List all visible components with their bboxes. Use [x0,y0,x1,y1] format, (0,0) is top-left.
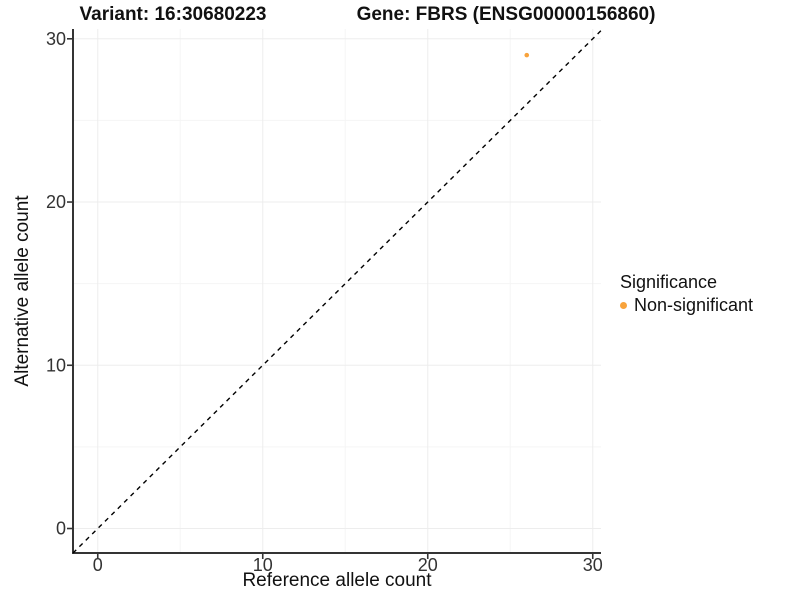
x-tick-label: 0 [93,555,103,575]
y-tick-label: 30 [46,29,66,49]
y-axis-title: Alternative allele count [12,195,33,387]
legend-item: Non-significant [620,295,753,315]
x-axis-title: Reference allele count [242,570,432,591]
data-point [524,52,530,58]
x-tick-label: 30 [583,555,603,575]
legend: Significance Non-significant [620,272,753,315]
y-tick-label: 10 [46,355,66,375]
y-tick-label: 20 [46,192,66,212]
identity-line [72,30,602,554]
gene-title: Gene: FBRS (ENSG00000156860) [356,4,656,25]
legend-title: Significance [620,272,718,292]
x-tick-label: 20 [418,555,438,575]
y-tick-label: 0 [56,519,66,539]
variant-title: Variant: 16:30680223 [79,4,267,25]
legend-point-icon [620,301,627,309]
legend-item-label: Non-significant [634,295,754,315]
x-tick-label: 10 [253,555,273,575]
